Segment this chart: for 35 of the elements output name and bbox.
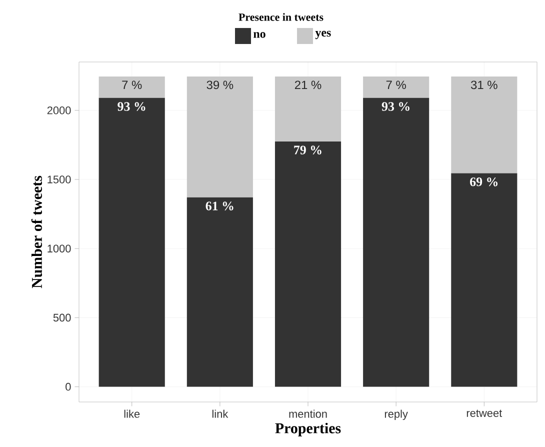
x-tick-label: mention bbox=[289, 410, 327, 418]
bar bbox=[98, 76, 165, 98]
y-tick-label: 1000 bbox=[48, 244, 71, 252]
annotation: 69 % bbox=[470, 177, 498, 186]
annotation: 21 % bbox=[294, 80, 322, 90]
x-tick-label: reply bbox=[384, 410, 408, 420]
bar bbox=[363, 76, 430, 98]
bar bbox=[451, 173, 518, 387]
x-axis-title: Properties bbox=[275, 422, 341, 436]
x-tick-label: like bbox=[124, 410, 140, 418]
annotation: 93 % bbox=[118, 102, 146, 111]
annotation: 39 % bbox=[206, 80, 234, 90]
x-tick-label: retweet bbox=[466, 410, 502, 417]
legend-title: Presence in tweets bbox=[238, 13, 324, 21]
annotation: 31 % bbox=[470, 80, 498, 90]
bar bbox=[274, 141, 342, 387]
annotation: 7 % bbox=[122, 80, 142, 90]
bar bbox=[98, 98, 165, 387]
bar bbox=[451, 76, 518, 174]
bar bbox=[186, 197, 253, 387]
y-tick-label: 1500 bbox=[48, 176, 71, 184]
y-tick-label: 500 bbox=[53, 314, 71, 322]
y-tick-label: 2000 bbox=[47, 106, 71, 114]
legend-label: yes bbox=[315, 30, 331, 40]
y-axis-title: Number of tweets bbox=[31, 176, 42, 288]
bar bbox=[274, 76, 342, 142]
annotation: 7 % bbox=[386, 80, 406, 90]
y-tick-label: 0 bbox=[66, 382, 71, 391]
x-tick-label: link bbox=[212, 410, 228, 418]
annotation: 93 % bbox=[382, 102, 410, 111]
annotation: 61 % bbox=[206, 202, 234, 210]
legend-label: no bbox=[254, 32, 266, 38]
bar bbox=[363, 98, 430, 387]
bar bbox=[186, 76, 253, 198]
annotation: 79 % bbox=[294, 146, 322, 154]
